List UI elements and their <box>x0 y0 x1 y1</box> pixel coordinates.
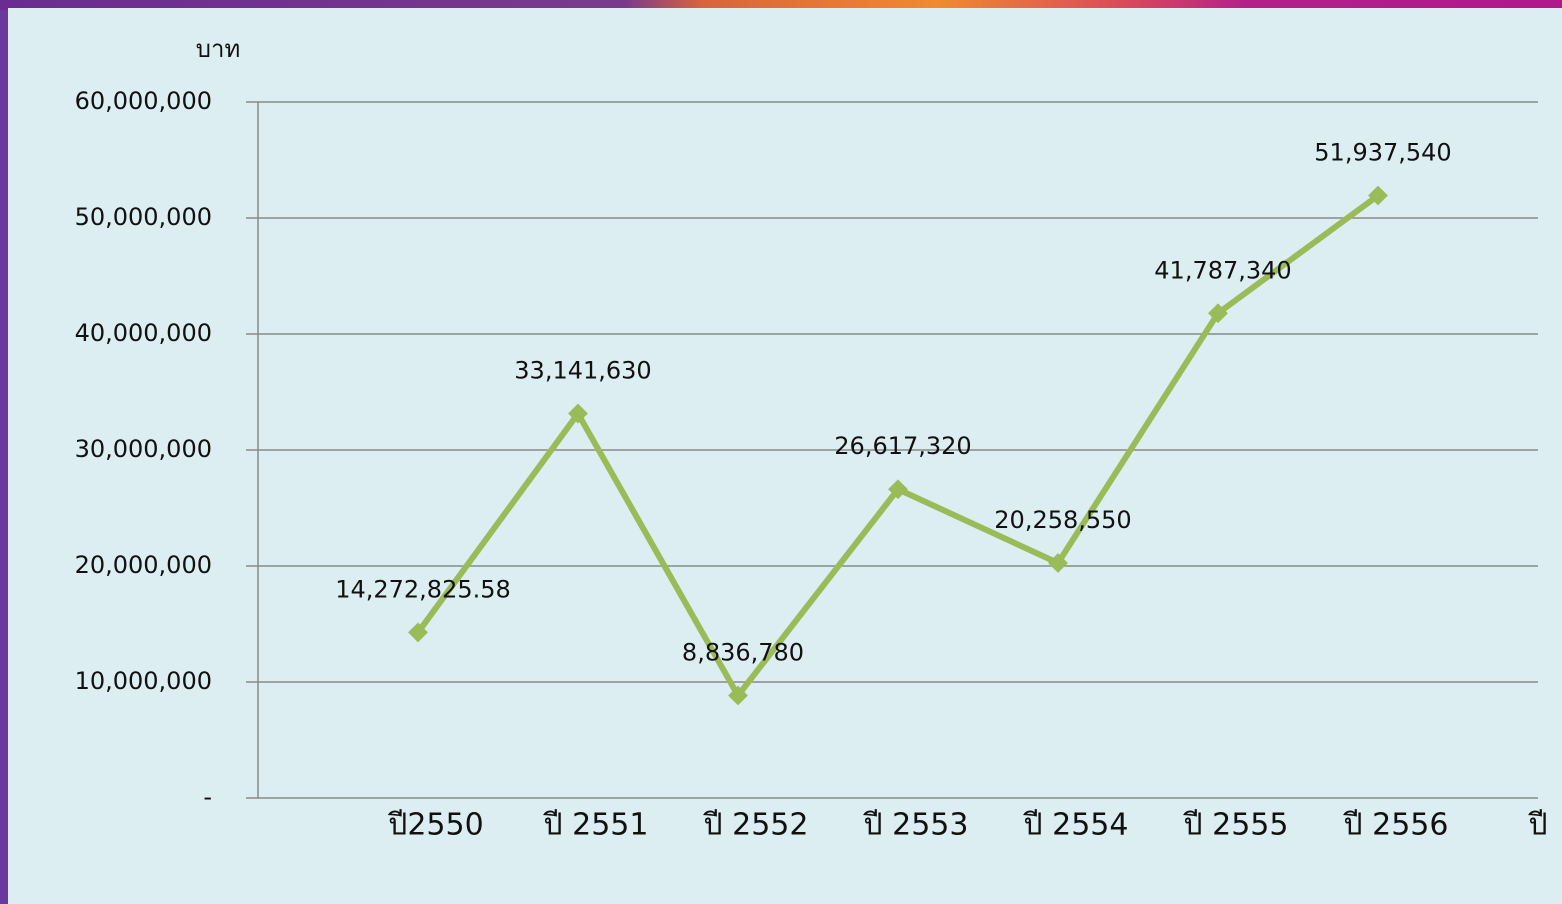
data-label: 20,258,550 <box>994 506 1131 534</box>
y-tick-label: 20,000,000 <box>75 551 212 579</box>
y-tick-label: - <box>203 783 212 811</box>
marker <box>408 622 428 643</box>
marker <box>1048 553 1068 573</box>
x-tick-label: ปี2550 <box>387 808 483 843</box>
y-tick-label: 60,000,000 <box>75 87 212 115</box>
data-label: 41,787,340 <box>1154 256 1291 284</box>
marker <box>728 685 748 706</box>
x-tick-label: ปี 2554 <box>1023 808 1129 843</box>
x-axis-label: ปี <box>1528 808 1548 843</box>
y-tick-label: 50,000,000 <box>75 203 212 231</box>
data-label: 51,937,540 <box>1314 139 1451 167</box>
marker <box>888 479 908 500</box>
x-tick-label: ปี 2555 <box>1183 808 1289 843</box>
x-tick-label: ปี 2552 <box>703 808 809 843</box>
marker <box>568 403 588 424</box>
y-tick-label: 40,000,000 <box>75 319 212 347</box>
plot-panel <box>8 8 1562 904</box>
data-label: 14,272,825.58 <box>335 575 511 603</box>
marker <box>1368 185 1388 206</box>
data-label: 33,141,630 <box>514 357 651 385</box>
y-tick-label: 10,000,000 <box>75 667 212 695</box>
data-label: 26,617,320 <box>834 432 971 460</box>
x-tick-label: ปี 2556 <box>1343 808 1449 843</box>
top-strip <box>0 0 1562 10</box>
x-tick-label: ปี 2553 <box>863 808 969 843</box>
y-tick-label: 30,000,000 <box>75 435 212 463</box>
marker <box>1208 303 1228 324</box>
x-tick-label: ปี 2551 <box>543 808 649 843</box>
y-axis-label: บาท <box>196 35 241 63</box>
data-label: 8,836,780 <box>682 638 804 666</box>
